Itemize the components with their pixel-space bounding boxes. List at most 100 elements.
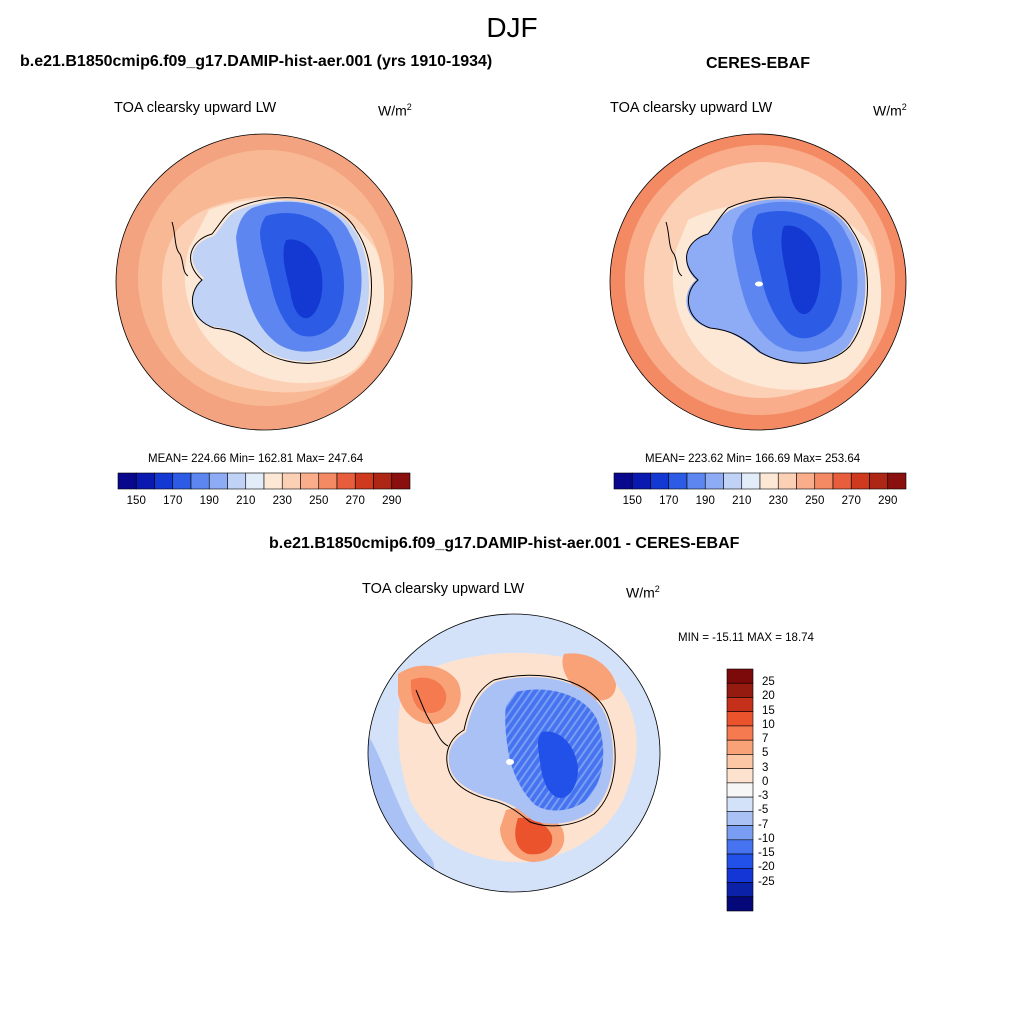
colorbar-tick-label: 150	[126, 495, 146, 507]
colorbar-swatch	[759, 472, 779, 490]
diff-polar-map	[367, 613, 661, 893]
colorbar-swatch	[723, 472, 743, 490]
colorbar-swatch	[726, 682, 754, 698]
colorbar-swatch	[726, 739, 754, 755]
colorbar-tick-label: 0	[762, 775, 769, 788]
colorbar-swatch	[850, 472, 870, 490]
colorbar-swatch	[726, 725, 754, 741]
colorbar-swatch	[726, 882, 754, 898]
colorbar-tick-label: 190	[695, 495, 715, 507]
colorbar-tick-label: 270	[841, 495, 861, 507]
colorbar-swatch	[726, 768, 754, 784]
colorbar-tick-label: 230	[768, 495, 788, 507]
antarctica-core	[283, 239, 323, 319]
season-title: DJF	[486, 12, 538, 43]
colorbar-swatch	[726, 754, 754, 769]
colorbar-swatch	[704, 472, 724, 490]
colorbar-tick-label: 210	[732, 495, 752, 507]
colorbar-tick-label: -10	[758, 832, 775, 845]
colorbar-swatch	[117, 472, 137, 490]
colorbar-swatch	[726, 839, 754, 855]
colorbar-swatch	[650, 472, 670, 490]
colorbar-swatch	[336, 472, 356, 490]
colorbar-tick-label: 7	[762, 733, 769, 746]
colorbar-swatch	[135, 472, 155, 490]
peninsula-coast	[665, 221, 683, 277]
antarctica-coastline	[446, 674, 616, 827]
colorbar-swatch	[686, 472, 706, 490]
colorbar-swatch	[631, 472, 651, 490]
colorbar-swatch	[391, 472, 411, 490]
colorbar-swatch	[796, 472, 816, 490]
colorbar-swatch	[227, 472, 247, 490]
model-panel-subtitle: TOA clearsky upward LW	[114, 100, 277, 116]
colorbar-swatch	[668, 472, 688, 490]
colorbar-tick-label: 190	[199, 495, 219, 507]
diff-colorbar-ticks: 25 20 15 10 7 5 3 0 -3 -5 -7 -10 -15 -20 -25	[758, 669, 798, 911]
colorbar-swatch	[613, 472, 633, 490]
diff-colorbar	[726, 668, 754, 912]
positive-patch-s-core	[515, 817, 553, 855]
colorbar-swatch	[726, 896, 754, 912]
colorbar-swatch	[777, 472, 797, 490]
diff-panel-title: b.e21.B1850cmip6.f09_g17.DAMIP-hist-aer.…	[269, 535, 740, 552]
positive-patch-nw-core	[410, 677, 447, 714]
colorbar-swatch	[245, 472, 265, 490]
colorbar-tick-label: 230	[272, 495, 292, 507]
antarctica-core	[781, 225, 821, 315]
colorbar-swatch	[281, 472, 301, 490]
colorbar-swatch	[190, 472, 210, 490]
model-polar-map	[115, 133, 413, 431]
colorbar-swatch	[887, 472, 907, 490]
colorbar-tick-label: 250	[309, 495, 329, 507]
obs-panel-units: W/m2	[873, 102, 907, 119]
colorbar-swatch	[726, 796, 754, 812]
colorbar-tick-label: -15	[758, 847, 775, 860]
colorbar-tick-label: 25	[762, 676, 775, 689]
obs-stats: MEAN= 223.62 Min= 166.69 Max= 253.64	[645, 453, 861, 465]
colorbar-swatch	[154, 472, 174, 490]
obs-colorbar-ticks: 150 170 190 210 230 250 270 290	[614, 495, 906, 509]
peninsula-coast	[171, 221, 189, 277]
colorbar-tick-label: 3	[762, 761, 769, 774]
colorbar-tick-label: 290	[382, 495, 402, 507]
dome-highlight	[755, 281, 763, 287]
colorbar-swatch	[263, 472, 283, 490]
antarctica-strong-negative	[538, 731, 578, 798]
colorbar-swatch	[726, 697, 754, 713]
colorbar-swatch	[318, 472, 338, 490]
colorbar-swatch	[208, 472, 228, 490]
diff-panel-subtitle: TOA clearsky upward LW	[362, 581, 525, 597]
model-panel-units: W/m2	[378, 102, 412, 119]
colorbar-tick-label: 270	[345, 495, 365, 507]
colorbar-swatch	[726, 853, 754, 869]
obs-panel-subtitle: TOA clearsky upward LW	[610, 100, 773, 116]
colorbar-swatch	[832, 472, 852, 490]
colorbar-tick-label: -7	[758, 818, 769, 831]
colorbar-swatch	[726, 711, 754, 727]
colorbar-swatch	[814, 472, 834, 490]
obs-colorbar	[613, 472, 907, 490]
colorbar-tick-label: 250	[805, 495, 825, 507]
colorbar-swatch	[354, 472, 374, 490]
colorbar-tick-label: 15	[762, 704, 775, 717]
colorbar-swatch	[373, 472, 393, 490]
colorbar-swatch	[300, 472, 320, 490]
colorbar-tick-label: 5	[762, 747, 769, 760]
antarctica-coastline	[190, 197, 372, 364]
pole-spot	[506, 759, 514, 765]
obs-panel-title: CERES-EBAF	[706, 55, 811, 72]
colorbar-swatch	[726, 825, 754, 841]
diff-stats: MIN = -15.11 MAX = 18.74	[678, 632, 814, 644]
colorbar-tick-label: 290	[878, 495, 898, 507]
colorbar-tick-label: -25	[758, 875, 775, 888]
colorbar-tick-label: -3	[758, 790, 769, 803]
colorbar-swatch	[726, 668, 754, 684]
colorbar-swatch	[869, 472, 889, 490]
peninsula-coast	[415, 689, 449, 747]
colorbar-swatch	[726, 811, 754, 826]
colorbar-tick-label: 170	[163, 495, 183, 507]
colorbar-swatch	[741, 472, 761, 490]
colorbar-tick-label: 150	[622, 495, 642, 507]
model-stats: MEAN= 224.66 Min= 162.81 Max= 247.64	[148, 453, 364, 465]
